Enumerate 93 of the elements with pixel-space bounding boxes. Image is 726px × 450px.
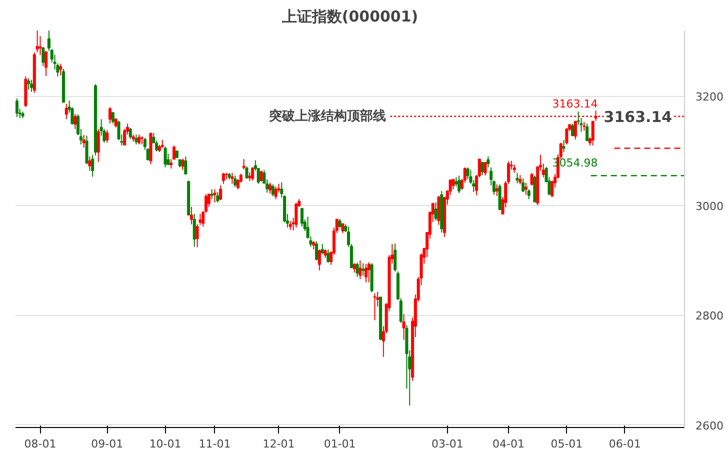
candlestick — [30, 79, 34, 92]
candlestick — [574, 120, 577, 140]
candlestick — [128, 127, 132, 140]
candlestick — [251, 166, 254, 182]
candlestick — [362, 262, 365, 276]
candlestick — [562, 140, 566, 153]
candlestick — [138, 134, 141, 145]
candlestick — [448, 178, 452, 196]
candlestick — [16, 98, 18, 118]
candlestick — [315, 240, 318, 261]
y-tick-label: 3000 — [696, 200, 724, 214]
candlestick — [106, 130, 109, 144]
candlestick — [213, 188, 216, 203]
candlestick — [364, 263, 368, 283]
candlestick — [565, 127, 568, 145]
candlestick — [486, 156, 490, 168]
candlestick — [268, 182, 272, 194]
candlestick — [341, 223, 344, 234]
x-tick-label: 12-01 — [262, 438, 295, 450]
candlestick — [108, 106, 112, 124]
candlestick — [586, 123, 589, 142]
annotation: 3163.14 — [604, 108, 672, 126]
candlestick — [530, 172, 534, 186]
candlestick — [190, 206, 193, 225]
candlestick — [216, 192, 220, 203]
candlestick — [320, 244, 324, 254]
candlestick — [458, 175, 461, 194]
candlestick — [222, 172, 225, 184]
x-tick-label: 03-01 — [431, 438, 464, 450]
candlestick — [516, 172, 519, 184]
candlestick — [230, 172, 234, 184]
candlestick — [524, 182, 528, 196]
candlestick — [27, 78, 30, 90]
candlestick — [242, 158, 246, 170]
candlestick — [591, 120, 594, 146]
candlestick — [64, 103, 68, 120]
x-tick-label: 01-01 — [324, 438, 356, 450]
candlestick — [570, 123, 574, 136]
candlestick — [300, 207, 304, 228]
x-tick-label: 09-01 — [91, 438, 124, 450]
candlestick — [44, 50, 48, 76]
candlestick — [358, 260, 362, 280]
candlestick — [164, 146, 167, 168]
ref-line-label: 3163.14 — [552, 97, 598, 110]
candlestick — [326, 249, 330, 264]
y-tick-label: 2800 — [696, 310, 724, 323]
candlestick — [219, 184, 222, 201]
candlestick — [184, 156, 188, 174]
candlestick — [402, 314, 406, 340]
candlestick — [352, 262, 356, 274]
candlestick — [245, 166, 248, 180]
candlestick — [318, 249, 321, 271]
candlestick — [134, 134, 138, 145]
candlestick — [294, 202, 298, 228]
x-tick-label: 08-01 — [24, 438, 56, 450]
candlestick — [394, 243, 397, 272]
candlestick — [111, 112, 114, 124]
annotation: 突破上涨结构顶部线 — [268, 108, 386, 124]
candlestick — [96, 128, 100, 162]
candlestick — [373, 292, 376, 321]
candlestick — [518, 174, 522, 185]
x-tick-label: 06-01 — [608, 438, 641, 450]
candlestick — [484, 162, 487, 176]
candlestick — [155, 140, 158, 152]
candlestick — [82, 134, 86, 148]
candlestick — [236, 178, 240, 190]
candlestick — [271, 184, 274, 197]
candlestick — [59, 63, 62, 76]
x-tick-label: 11-01 — [198, 438, 231, 450]
candlestick — [114, 118, 118, 128]
x-tick-label: 10-01 — [149, 438, 182, 450]
candlestick — [234, 175, 237, 188]
candlestick — [42, 46, 45, 67]
y-tick-label: 3200 — [696, 90, 724, 104]
candlestick — [274, 186, 278, 200]
chart-title: 上证指数(000001) — [280, 8, 418, 26]
candlestick — [527, 188, 530, 200]
candlestick — [88, 156, 92, 172]
candlestick — [85, 135, 88, 165]
candlestick — [91, 154, 94, 178]
candlestick — [192, 213, 196, 248]
candlestick — [437, 195, 440, 226]
candlestick — [495, 184, 498, 196]
candlestick — [210, 188, 214, 200]
x-tick-label: 04-01 — [492, 438, 525, 450]
candlestick — [522, 178, 525, 193]
candlestick — [181, 158, 184, 171]
candlestick — [74, 113, 77, 130]
candlestick — [498, 184, 502, 210]
candlestick — [367, 262, 370, 283]
y-tick-label: 2600 — [696, 419, 724, 432]
candlestick — [454, 176, 458, 188]
x-tick-label: 05-01 — [550, 438, 583, 450]
